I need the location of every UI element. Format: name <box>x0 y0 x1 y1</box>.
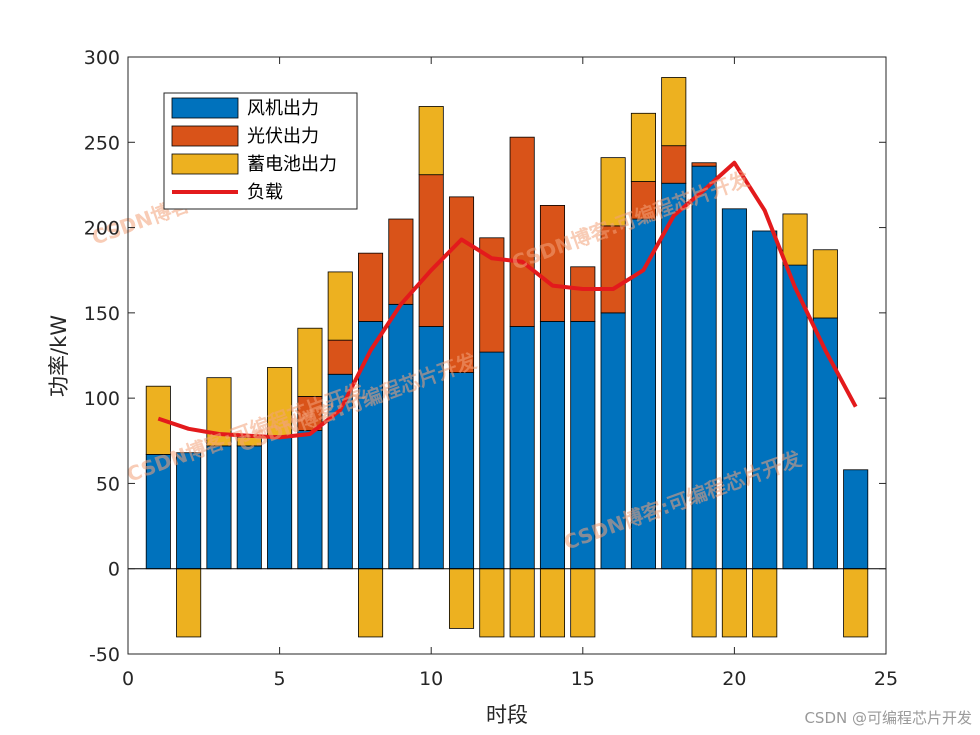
bar-pv <box>570 266 596 322</box>
y-axis-ticks: -50 0 50 100 150 200 250 300 <box>84 47 886 666</box>
legend-swatch-battery <box>171 153 239 175</box>
bar-wind <box>236 445 262 570</box>
bar-battery <box>176 568 202 638</box>
bar-pv <box>509 136 535 327</box>
bar-battery <box>509 568 535 638</box>
x-tick-label: 0 <box>122 668 134 690</box>
bar-wind <box>448 372 475 570</box>
y-tick-label: -50 <box>89 644 120 666</box>
bar-wind <box>812 317 838 570</box>
bar-pv <box>418 174 444 327</box>
axes-box <box>127 56 887 655</box>
bar-battery <box>630 112 656 182</box>
bar-battery <box>418 106 444 176</box>
legend: 风机出力 光伏出力 蓄电池出力 负载 <box>163 92 358 210</box>
bars-layer <box>145 77 869 638</box>
x-tick-label: 5 <box>274 668 286 690</box>
x-tick-label: 15 <box>571 668 595 690</box>
y-tick-label: 150 <box>84 303 120 325</box>
bar-wind <box>479 351 505 570</box>
x-tick-label: 25 <box>874 668 898 690</box>
bar-battery <box>782 213 808 266</box>
bar-pv <box>448 196 475 373</box>
bar-battery <box>812 249 838 319</box>
y-tick-label: 0 <box>108 559 120 581</box>
bar-wind <box>267 435 293 570</box>
bar-wind <box>509 326 535 570</box>
bar-pv <box>327 339 353 375</box>
bar-battery <box>752 568 778 638</box>
bar-pv <box>691 162 717 167</box>
bar-wind <box>782 264 808 570</box>
bar-pv <box>297 396 323 431</box>
load-series-line <box>157 160 858 440</box>
bar-wind <box>539 320 566 570</box>
y-tick-label: 300 <box>84 47 120 69</box>
bar-battery <box>448 568 475 629</box>
bar-pv <box>661 145 687 184</box>
bar-wind <box>752 230 778 570</box>
y-tick-label: 50 <box>96 473 120 495</box>
legend-swatch-pv <box>171 125 239 147</box>
bar-wind <box>843 469 869 570</box>
legend-label-battery: 蓄电池出力 <box>247 154 337 175</box>
bar-battery <box>297 327 323 397</box>
bar-wind <box>600 312 626 570</box>
bar-wind <box>388 303 414 570</box>
y-axis-label: 功率/kW <box>47 315 71 397</box>
bar-pv <box>630 181 656 220</box>
bar-pv <box>388 218 414 305</box>
x-tick-label: 10 <box>419 668 443 690</box>
bar-battery <box>843 568 869 638</box>
bar-battery <box>358 568 384 638</box>
legend-swatch-wind <box>171 97 239 119</box>
y-tick-label: 200 <box>84 218 120 240</box>
bar-pv <box>600 225 626 314</box>
bar-battery <box>479 568 505 638</box>
x-tick-label: 20 <box>722 668 746 690</box>
bar-pv <box>358 252 384 322</box>
legend-label-load: 负载 <box>247 182 283 203</box>
bar-wind <box>206 445 232 570</box>
x-axis-label: 时段 <box>486 703 528 727</box>
bar-battery <box>539 568 566 638</box>
y-tick-label: 100 <box>84 388 120 410</box>
bar-wind <box>721 208 747 570</box>
bar-wind <box>358 320 384 570</box>
bar-battery <box>570 568 596 638</box>
credit-text: CSDN @可编程芯片开发 <box>804 709 972 727</box>
bar-wind <box>176 452 202 570</box>
bar-battery <box>721 568 747 638</box>
x-axis-ticks: 0 5 10 15 20 25 <box>122 57 898 690</box>
bar-battery <box>600 157 626 227</box>
legend-label-pv: 光伏出力 <box>247 126 319 147</box>
bar-battery <box>661 77 687 147</box>
bar-battery <box>267 367 293 437</box>
bar-wind <box>297 430 323 570</box>
y-tick-label: 250 <box>84 132 120 154</box>
legend-label-wind: 风机出力 <box>247 98 319 119</box>
bar-battery <box>327 271 353 341</box>
bar-battery <box>691 568 717 638</box>
bar-pv <box>539 204 566 322</box>
